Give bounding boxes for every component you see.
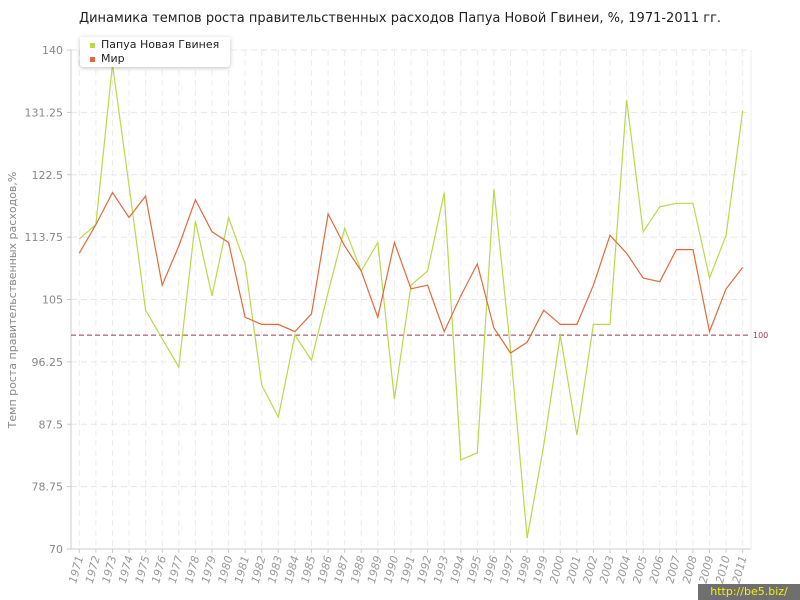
- y-tick-label: 140: [42, 44, 63, 57]
- reference-line: 100: [71, 331, 768, 340]
- reference-line-label: 100: [753, 331, 768, 340]
- legend-swatch: [90, 42, 95, 48]
- x-tick-labels: 1971197219731974197519761977197819791980…: [66, 554, 749, 584]
- y-tick-label: 105: [42, 294, 63, 307]
- y-axis-label: Темп роста правительственных расходов,%: [6, 172, 19, 430]
- y-tick-label: 70: [49, 543, 63, 556]
- x-tick-label: 2011: [730, 554, 750, 584]
- y-tick-label: 131.25: [25, 106, 64, 119]
- y-tick-label: 113.75: [25, 231, 64, 244]
- legend-item[interactable]: Папуа Новая Гвинея: [90, 38, 219, 51]
- legend-swatch: [90, 56, 95, 62]
- y-tick-label: 87.5: [39, 418, 64, 431]
- y-tick-label: 96.25: [32, 356, 64, 369]
- axes: [67, 49, 752, 553]
- legend: Папуа Новая Гвинея Мир: [80, 37, 230, 67]
- legend-label: Мир: [101, 52, 125, 65]
- chart-title: Динамика темпов роста правительственных …: [79, 11, 721, 26]
- legend-label: Папуа Новая Гвинея: [101, 38, 220, 51]
- grid: [71, 49, 751, 550]
- series-line-0: [78, 64, 744, 539]
- y-tick-label: 122.5: [32, 169, 64, 182]
- series-lines: [78, 64, 744, 539]
- y-tick-labels: 140 131.25 122.5 113.75 105 96.25 87.5 78.75 70: [25, 44, 64, 556]
- y-tick-label: 78.75: [32, 481, 64, 494]
- watermark-link[interactable]: http://be5.biz/: [698, 584, 800, 600]
- legend-item[interactable]: Мир: [90, 52, 125, 65]
